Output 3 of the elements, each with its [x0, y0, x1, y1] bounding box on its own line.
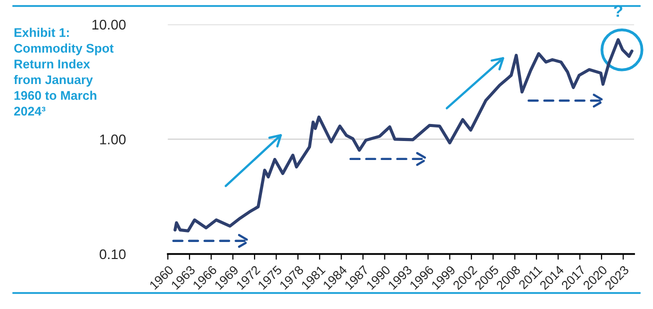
y-tick-label: 1.00 [100, 134, 126, 144]
y-tick-label: 10.00 [92, 20, 126, 30]
y-tick-label: 0.10 [100, 249, 126, 260]
